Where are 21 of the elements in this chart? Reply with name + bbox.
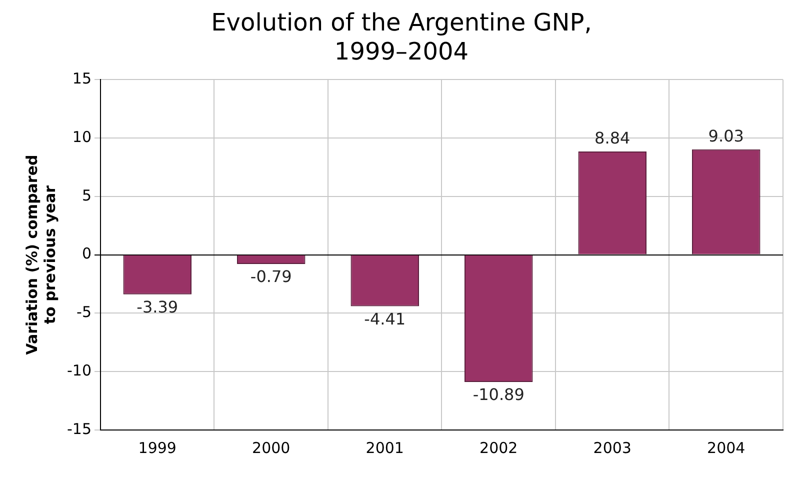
y-tick-label: -15: [67, 420, 92, 438]
data-label: 9.03: [708, 126, 744, 146]
x-tick-label: 1999: [138, 438, 176, 457]
y-tick-label: -5: [76, 303, 92, 322]
y-tick-label: 5: [82, 186, 92, 204]
x-tick-label: 2000: [252, 438, 290, 457]
x-tick-label: 2003: [593, 438, 632, 457]
chart-title: Evolution of the Argentine GNP, 1999–2004: [211, 8, 592, 66]
x-tick-label: 2002: [480, 438, 518, 457]
y-tick-label: 0: [82, 244, 92, 263]
y-tick-label: -10: [67, 361, 92, 380]
y-axis-title: Variation (%) compared to previous year: [22, 154, 59, 355]
x-tick-label: 2001: [366, 438, 404, 457]
y-tick-label: 15: [72, 69, 92, 88]
data-label: -0.79: [250, 267, 292, 286]
data-label: -3.39: [136, 298, 178, 317]
x-tick-label: 2004: [707, 438, 746, 457]
data-label: 8.84: [594, 128, 630, 148]
data-label: -4.41: [364, 309, 406, 328]
data-label: -10.89: [472, 385, 524, 404]
y-tick-label: 10: [72, 128, 92, 146]
